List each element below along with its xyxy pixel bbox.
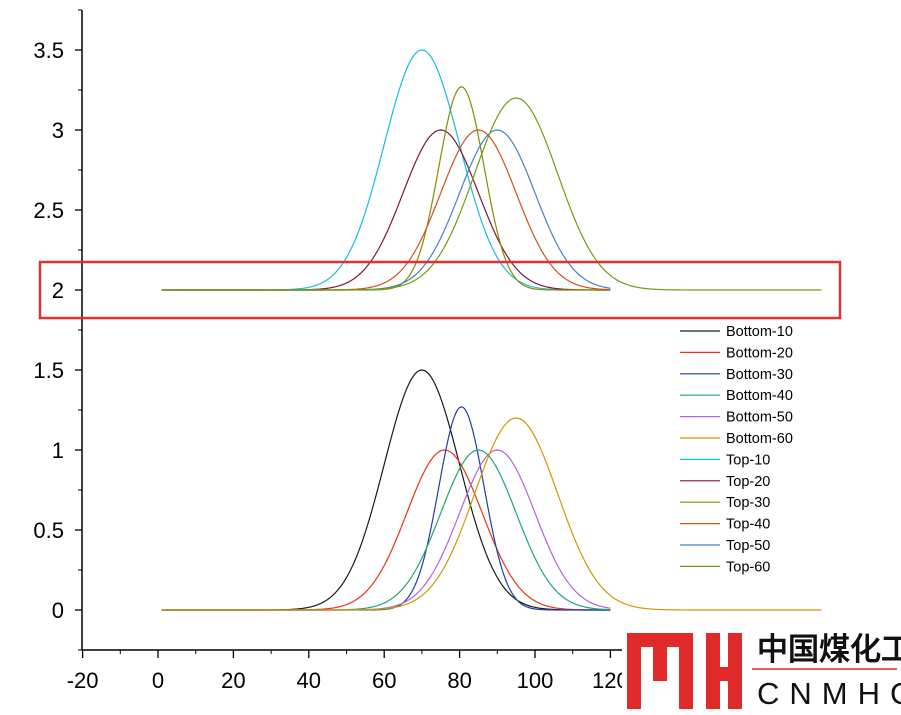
y-tick-label: 2.5 xyxy=(33,198,64,223)
logo-sub-text: CNMHG xyxy=(757,676,901,711)
y-tick-label: 3 xyxy=(52,118,64,143)
series-line-bottom-20 xyxy=(161,449,611,611)
legend-label: Top-20 xyxy=(726,474,770,490)
series-line-bottom-30 xyxy=(161,406,611,611)
legend-label: Top-60 xyxy=(726,559,770,575)
y-tick-label: 0.5 xyxy=(33,518,64,543)
series-line-bottom-40 xyxy=(161,449,611,611)
legend-label: Bottom-20 xyxy=(726,345,793,361)
chart-tick-labels: 00.511.522.533.5-20 0 20 40 60 80 100 120 xyxy=(33,38,628,693)
x-tick-label: 60 xyxy=(372,668,396,693)
series-line-top-30 xyxy=(161,86,611,291)
legend-label: Bottom-40 xyxy=(726,388,793,404)
chart-series-lines xyxy=(161,49,822,611)
chart-ticks xyxy=(75,9,649,658)
y-tick-label: 3.5 xyxy=(33,38,64,63)
y-tick-label: 2 xyxy=(52,278,64,303)
x-tick-label: 80 xyxy=(447,668,471,693)
legend-label: Top-40 xyxy=(726,517,770,533)
x-tick-label: 20 xyxy=(221,668,245,693)
x-tick-label: 100 xyxy=(517,668,554,693)
series-line-top-20 xyxy=(161,129,611,291)
y-tick-label: 1 xyxy=(52,438,64,463)
legend-label: Bottom-10 xyxy=(726,324,793,340)
x-tick-label: -20 xyxy=(67,668,99,693)
logo-main-text: 中国煤化工 xyxy=(757,632,901,668)
y-tick-label: 1.5 xyxy=(33,358,64,383)
highlight-box xyxy=(38,260,842,320)
series-line-top-50 xyxy=(161,129,611,291)
legend-label: Bottom-50 xyxy=(726,410,793,426)
logo-mark-icon xyxy=(627,633,742,709)
legend-label: Bottom-30 xyxy=(726,367,793,383)
series-line-bottom-50 xyxy=(161,449,611,611)
chart-legend: Bottom-10 Bottom-20 Bottom-30 Bottom-40 Bott… xyxy=(680,324,793,575)
x-tick-label: 0 xyxy=(152,668,164,693)
legend-label: Bottom-60 xyxy=(726,431,793,447)
series-line-top-40 xyxy=(161,129,611,291)
legend-label: Top-50 xyxy=(726,538,770,554)
brand-logo: 中国煤化工 CNMHG xyxy=(622,628,901,715)
legend-label: Top-30 xyxy=(726,495,770,511)
legend-label: Top-10 xyxy=(726,452,770,468)
y-tick-label: 0 xyxy=(52,598,64,623)
x-tick-label: 40 xyxy=(297,668,321,693)
series-line-top-60 xyxy=(161,97,822,291)
series-line-bottom-60 xyxy=(161,417,822,611)
